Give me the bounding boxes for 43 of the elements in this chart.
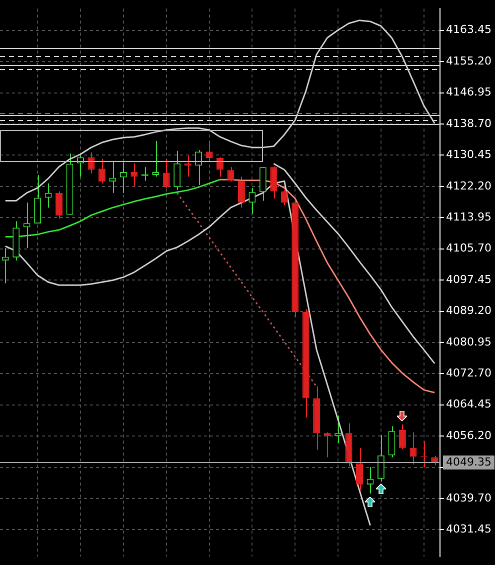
ref-line-label: 4049.35 <box>446 455 492 468</box>
candlestick <box>44 182 52 208</box>
candlestick <box>398 424 406 450</box>
y-tick-label: 4064.45 <box>446 398 492 411</box>
candlestick <box>195 150 202 186</box>
candlestick <box>238 176 245 208</box>
candlestick <box>88 152 95 174</box>
candlestick <box>109 160 116 194</box>
y-tick-label: 4138.70 <box>446 116 492 130</box>
candlestick <box>120 162 127 194</box>
candlestick <box>23 202 30 249</box>
y-tick-label: 4155.20 <box>446 54 492 68</box>
candlestick <box>174 150 181 190</box>
candlestick <box>130 162 138 187</box>
candlestick <box>152 140 160 178</box>
y-tick-label: 4097.45 <box>446 272 492 286</box>
candlestick <box>259 166 266 202</box>
y-tick-label: 4080.95 <box>446 335 492 348</box>
y-tick-label: 4122.20 <box>446 179 492 192</box>
y-tick-label: 4089.20 <box>446 304 492 318</box>
y-tick-label: 4163.45 <box>446 23 492 36</box>
y-tick-label: 4113.95 <box>446 210 492 224</box>
candlestick <box>334 415 342 444</box>
candlestick <box>206 140 213 163</box>
candlestick <box>162 158 170 188</box>
y-tick-label: 4130.45 <box>446 148 492 162</box>
candlestick <box>98 158 106 184</box>
candlestick <box>56 190 63 220</box>
y-tick-label: 4039.70 <box>446 491 492 504</box>
candlestick <box>324 432 331 458</box>
y-tick-label: 4072.70 <box>446 366 492 380</box>
y-tick-label: 4031.45 <box>446 522 492 536</box>
candlestick <box>34 174 42 224</box>
candlestick <box>377 434 384 482</box>
candlestick <box>410 432 417 465</box>
y-tick-label: 4056.20 <box>446 428 492 442</box>
y-tick-label: 4146.95 <box>446 86 492 99</box>
candlestick <box>388 426 396 458</box>
candlestick <box>216 156 224 178</box>
y-tick-label: 4105.70 <box>446 242 492 255</box>
candlestick <box>356 447 363 492</box>
candlestick <box>270 166 278 200</box>
candlestick <box>431 455 438 466</box>
